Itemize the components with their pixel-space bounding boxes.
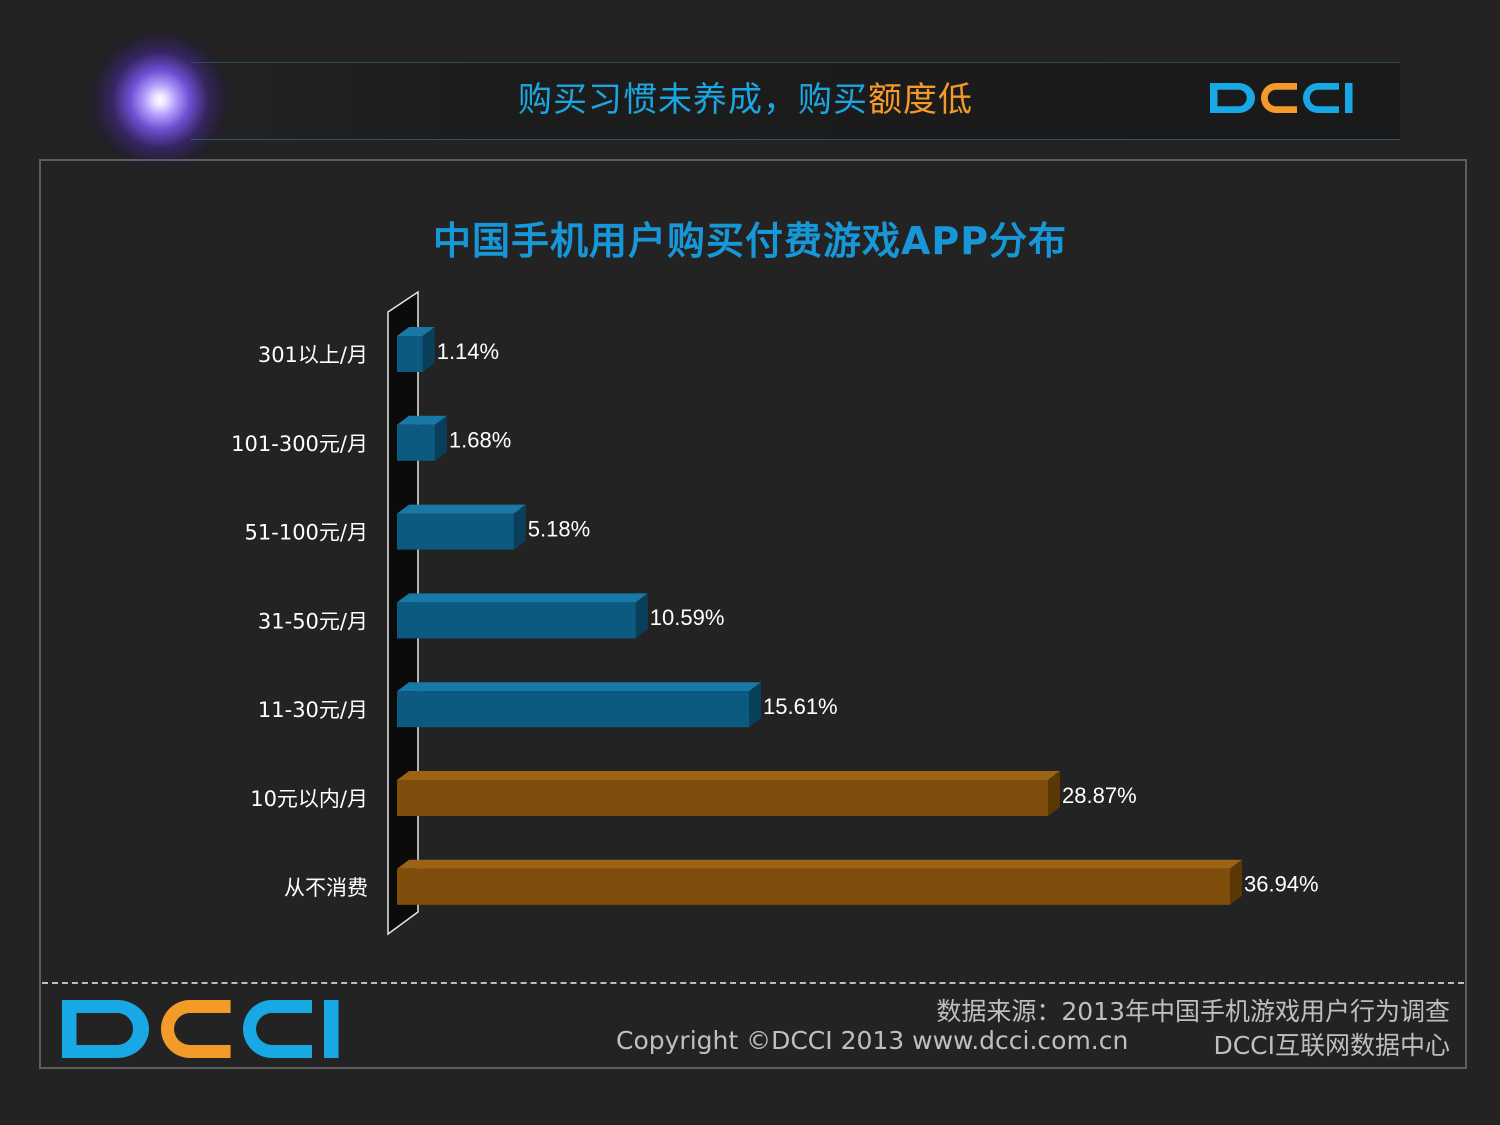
- data-label: 36.94%: [1244, 872, 1319, 897]
- bar-side-face: [422, 327, 435, 372]
- bar-top-face: [397, 859, 1242, 869]
- header-bar: [190, 62, 1400, 140]
- bar-side-face: [635, 593, 648, 639]
- category-label: 101-300元/月: [231, 432, 368, 456]
- bar-side-face: [1048, 771, 1061, 816]
- page-title: 购买习惯未养成，购买额度低: [518, 72, 973, 122]
- page-title-accent: 额度低: [868, 80, 973, 120]
- bar-top-face: [397, 327, 435, 336]
- footer-divider: [42, 982, 1464, 984]
- logo-letter-i: [1345, 83, 1353, 113]
- data-source-note: 数据来源：2013年中国手机游戏用户行为调查: [936, 997, 1450, 1026]
- chart-title: 中国手机用户购买付费游戏APP分布: [432, 219, 1068, 263]
- page-title-main: 购买习惯未养成，购买: [518, 80, 868, 120]
- bar-side-face: [1229, 859, 1242, 905]
- bar: [397, 780, 1049, 816]
- logo-letter-i: [324, 1000, 339, 1058]
- bar-top-face: [397, 415, 447, 425]
- logo-letter-c1: [161, 1000, 231, 1058]
- data-label: 1.14%: [437, 339, 499, 364]
- bar: [397, 513, 514, 550]
- logo-letter-d: [1210, 83, 1255, 113]
- data-label: 28.87%: [1062, 783, 1137, 808]
- data-label: 10.59%: [650, 605, 725, 630]
- category-label: 11-30元/月: [258, 698, 368, 722]
- category-label: 51-100元/月: [245, 521, 368, 545]
- content-panel: [39, 159, 1467, 1069]
- bar-side-face: [749, 682, 762, 728]
- bar-top-face: [397, 504, 526, 514]
- bar-top-face: [397, 682, 762, 692]
- bar-side-face: [434, 415, 447, 461]
- bar: [397, 336, 423, 372]
- logo-letter-d: [62, 1000, 149, 1058]
- data-label: 1.68%: [449, 428, 511, 453]
- data-label: 5.18%: [528, 516, 590, 541]
- category-label: 301以上/月: [258, 343, 368, 367]
- category-label: 31-50元/月: [258, 609, 368, 633]
- bar: [397, 602, 636, 639]
- dcci-logo-header: [1210, 83, 1392, 113]
- bar-top-face: [397, 593, 648, 603]
- category-label: 10元以内/月: [250, 787, 368, 811]
- logo-letter-c2: [1303, 83, 1339, 113]
- logo-letter-c2: [242, 1000, 313, 1058]
- bar: [397, 424, 435, 461]
- bar-top-face: [397, 771, 1061, 780]
- category-label: 从不消费: [284, 876, 368, 900]
- organization-name: DCCI互联网数据中心: [1213, 1031, 1450, 1060]
- bar: [397, 691, 750, 728]
- bar-side-face: [513, 504, 526, 550]
- dcci-logo-footer: [62, 1000, 372, 1058]
- bar: [397, 868, 1230, 905]
- data-label: 15.61%: [763, 694, 838, 719]
- logo-letter-c1: [1261, 83, 1297, 113]
- copyright-note: Copyright ©DCCI 2013 www.dcci.com.cn: [616, 1026, 1129, 1055]
